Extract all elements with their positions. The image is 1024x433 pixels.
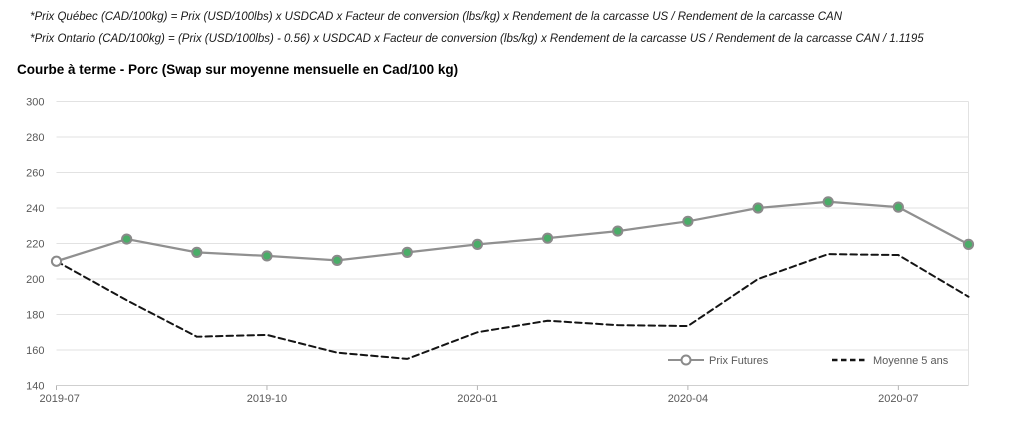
data-point-marker [682,215,694,227]
y-axis-tick-label: 140 [26,381,44,393]
x-axis-tick-label: 2019-10 [247,393,287,405]
legend-item-prix-futures: Prix Futures [668,354,769,367]
gridlines: 140 160 180 200 220 240 260 280 300 [26,97,969,393]
data-point-marker [822,196,834,208]
formula-notes: *Prix Québec (CAD/100kg) = Prix (USD/100… [30,6,1016,50]
data-point-marker [541,232,554,244]
y-axis-tick-label: 280 [26,132,44,144]
data-point-marker [401,246,413,258]
chart-legend: Prix Futures Moyenne 5 ans [668,354,949,367]
data-point-marker [191,246,203,258]
legend-label: Prix Futures [709,355,769,367]
y-axis-tick-label: 160 [26,345,44,357]
y-axis-tick-label: 220 [26,239,44,251]
legend-item-moyenne-5-ans: Moyenne 5 ans [832,355,949,367]
data-point-marker [121,233,133,245]
formula-ontario: *Prix Ontario (CAD/100kg) = (Prix (USD/1… [30,33,924,45]
y-axis-tick-label: 200 [26,274,44,286]
data-point-marker [331,254,343,266]
price-chart: 140 160 180 200 220 240 260 280 300 2019-07 2019-1… [0,90,1024,433]
data-point-marker [50,255,63,267]
data-point-marker [892,201,904,213]
data-point-marker [261,250,273,262]
chart-canvas: 140 160 180 200 220 240 260 280 300 2019-07 2019-1… [26,97,975,405]
data-point-marker [962,238,975,250]
y-axis-tick-label: 240 [26,203,44,215]
y-axis-tick-label: 300 [26,97,44,109]
series-moyenne-5-ans [55,253,970,360]
data-point-marker [752,202,764,214]
data-point-marker [612,225,624,237]
y-axis-tick-label: 180 [26,310,44,322]
chart-title: Courbe à terme - Porc (Swap sur moyenne … [17,62,459,77]
legend-label: Moyenne 5 ans [873,355,949,367]
data-point-marker [471,238,484,250]
x-axis-tick-label: 2020-07 [878,393,918,405]
y-axis-tick-label: 260 [26,168,44,180]
x-axis: 2019-07 2019-10 2020-01 2020-04 2020-07 [40,385,919,405]
formula-quebec: *Prix Québec (CAD/100kg) = Prix (USD/100… [30,11,843,23]
x-axis-tick-label: 2020-04 [668,393,708,405]
x-axis-tick-label: 2020-01 [457,393,497,405]
series-prix-futures [50,196,975,267]
legend-marker-icon [680,354,692,366]
x-axis-tick-label: 2019-07 [40,393,80,405]
